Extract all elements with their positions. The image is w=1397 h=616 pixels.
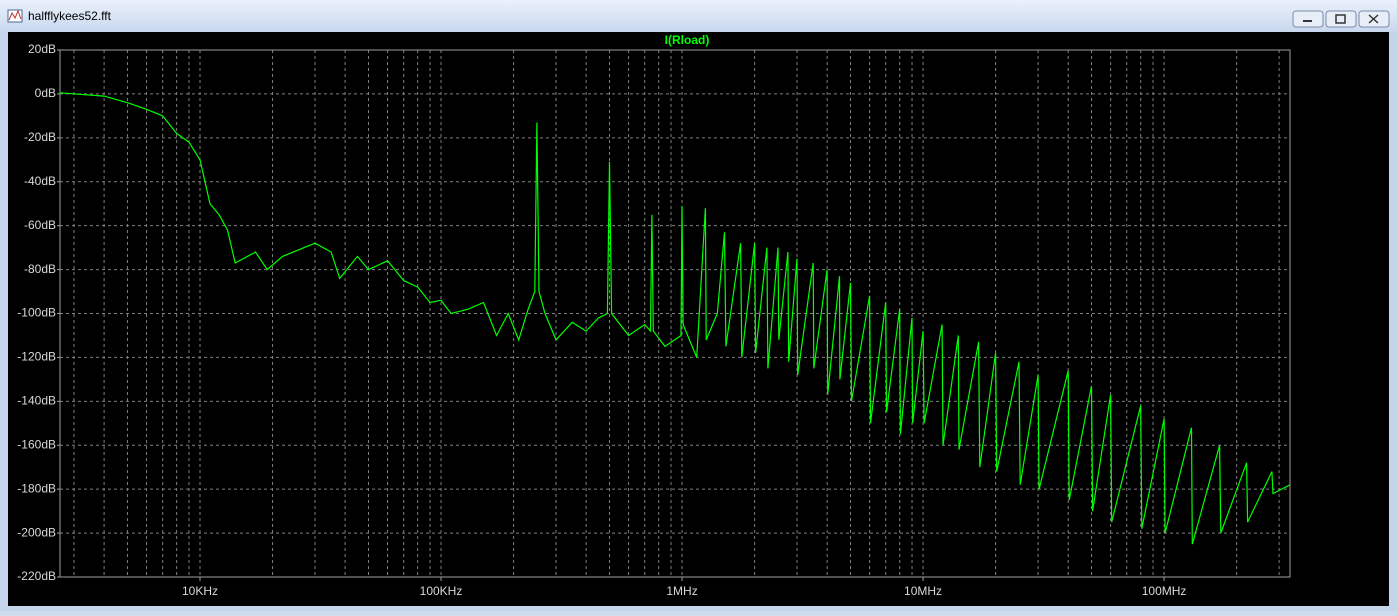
x-tick-label: 1MHz [666,584,697,598]
y-tick-label: -120dB [17,350,56,364]
title-bar [0,0,1397,32]
x-tick-label: 100MHz [1142,584,1187,598]
close-button[interactable] [1358,10,1390,28]
window-title: halfflykees52.fft [28,9,112,23]
y-tick-label: -160dB [17,437,56,451]
x-tick-label: 10MHz [904,584,942,598]
plot: 20dB 0dB -20dB -40dB -60dB -80dB -100dB -120dB -… [17,33,1291,598]
y-tick-label: -220dB [17,569,56,583]
plot-frame [59,49,1291,578]
y-tick-label: -200dB [17,525,56,539]
trace-line [59,92,1291,545]
y-tick-label: -80dB [24,262,56,276]
y-tick-label: -60dB [24,218,56,232]
y-tick-label: -40dB [24,174,56,188]
minimize-button[interactable] [1292,10,1324,28]
y-tick-label: 0dB [35,86,56,100]
y-tick-label: -100dB [17,306,56,320]
x-tick-label: 100KHz [420,584,463,598]
app-icon [7,9,23,23]
y-tick-label: -20dB [24,130,56,144]
restore-button[interactable] [1325,10,1357,28]
trace-name: I(Rload) [665,33,710,47]
y-tick-label: 20dB [28,42,56,56]
x-tick-label: 10KHz [182,584,218,598]
y-tick-label: -140dB [17,394,56,408]
y-tick-label: -180dB [17,481,56,495]
